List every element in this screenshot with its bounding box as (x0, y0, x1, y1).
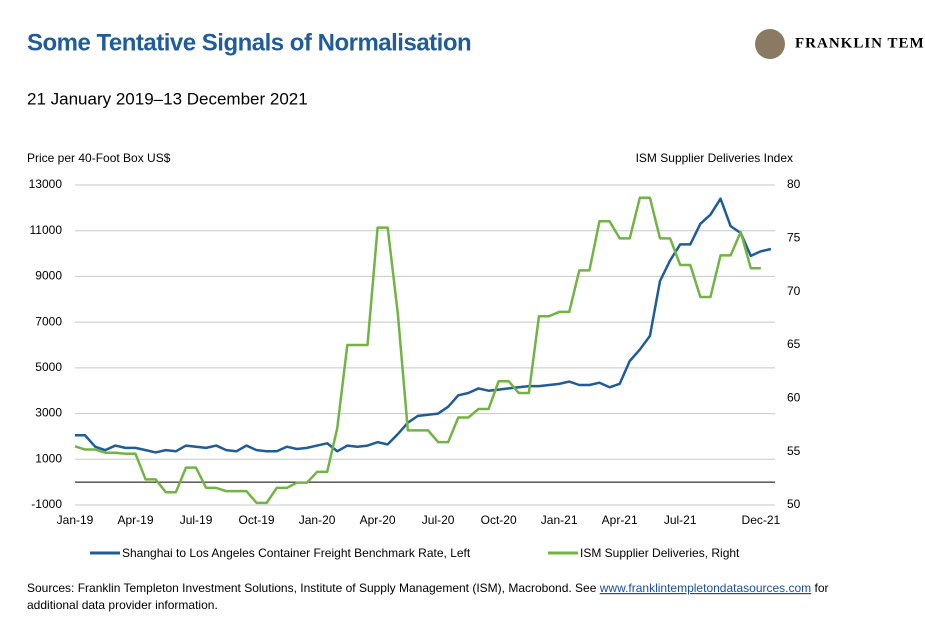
y-tick-label: 5000 (35, 360, 62, 374)
y-tick-label: 13000 (29, 177, 63, 191)
x-tick-label: Jul-20 (422, 513, 455, 527)
footnote-line: additional data provider information. (27, 598, 218, 612)
y2-tick-label: 70 (787, 284, 801, 298)
legend-label: Shanghai to Los Angeles Container Freigh… (122, 546, 471, 560)
x-tick-label: Apr-21 (602, 513, 638, 527)
y2-tick-label: 65 (787, 337, 801, 351)
chart-subtitle: 21 January 2019–13 December 2021 (27, 89, 308, 108)
x-tick-label: Jan-19 (57, 513, 94, 527)
legend-label: ISM Supplier Deliveries, Right (580, 546, 740, 560)
y-tick-label: 1000 (35, 451, 62, 465)
y-tick-label: -1000 (31, 497, 62, 511)
x-tick-label: Jul-19 (180, 513, 213, 527)
y-tick-label: 3000 (35, 406, 62, 420)
series-line (74, 196, 761, 505)
x-tick-label: Apr-19 (118, 513, 154, 527)
series-line (75, 197, 772, 454)
y2-tick-label: 60 (787, 391, 801, 405)
y-axis-label: Price per 40-Foot Box US$ (27, 151, 171, 165)
legend: Shanghai to Los Angeles Container Freigh… (90, 546, 740, 560)
y2-tick-label: 55 (787, 444, 801, 458)
x-tick-label: Oct-19 (239, 513, 275, 527)
footnote-text: Sources: Franklin Templeton Investment S… (27, 581, 600, 595)
chart-title: Some Tentative Signals of Normalisation (27, 29, 471, 56)
y-tick-label: 11000 (30, 223, 63, 237)
brand: FRANKLIN TEMPLETON (795, 35, 925, 51)
x-tick-label: Jan-20 (299, 513, 336, 527)
x-tick-label: Oct-20 (481, 513, 517, 527)
y2-tick-label: 80 (787, 177, 801, 191)
y2-tick-label: 75 (787, 231, 801, 245)
x-tick-label: Jan-21 (541, 513, 578, 527)
logo: FRANKLIN TEMPLETON (755, 29, 925, 59)
footnote: Sources: Franklin Templeton Investment S… (27, 581, 829, 595)
footnote-link[interactable]: www.franklintempletondatasources.com (599, 581, 811, 595)
footnote-text: for (811, 581, 828, 595)
logo-portrait (755, 29, 785, 59)
y-tick-label: 7000 (35, 314, 62, 328)
y-tick-label: 9000 (35, 269, 62, 283)
x-tick-label: Dec-21 (742, 513, 781, 527)
y2-tick-label: 50 (787, 497, 801, 511)
y2-axis-label: ISM Supplier Deliveries Index (636, 151, 793, 165)
x-tick-label: Apr-20 (360, 513, 396, 527)
x-tick-label: Jul-21 (664, 513, 697, 527)
